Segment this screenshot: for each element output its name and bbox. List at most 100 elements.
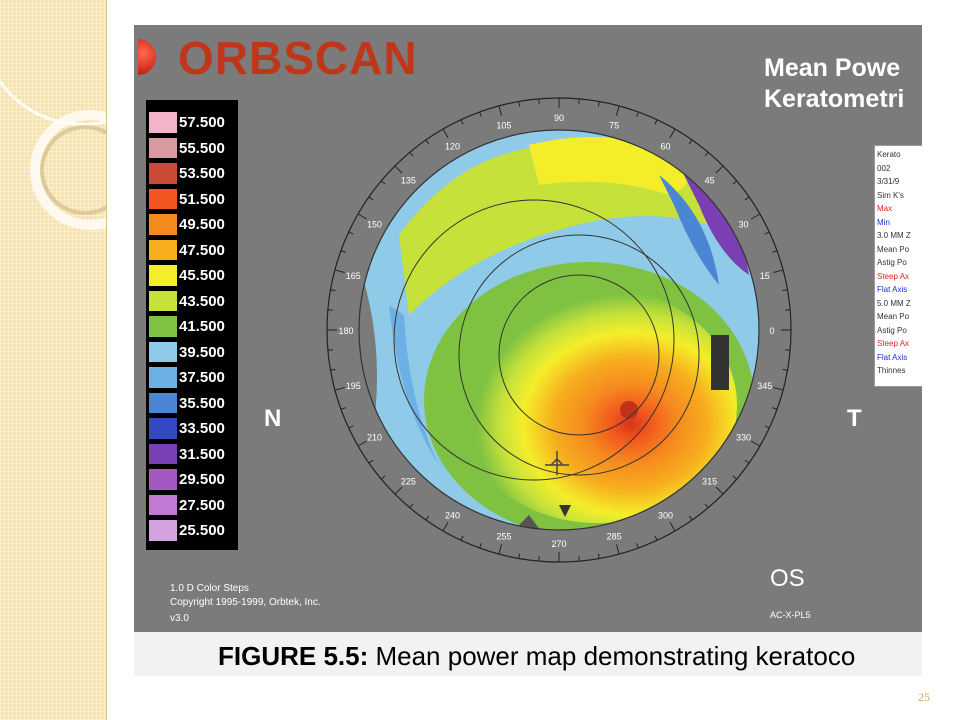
scale-row: 47.500	[146, 239, 238, 260]
side-panel-line: Min	[877, 217, 890, 227]
decorative-ring	[0, 0, 106, 126]
angle-tick	[744, 196, 750, 201]
angle-label: 0	[769, 326, 774, 336]
scale-label: 49.500	[179, 216, 225, 233]
angle-tick	[518, 101, 521, 107]
angle-label: 345	[757, 381, 772, 391]
scale-swatch	[149, 494, 177, 515]
angle-tick	[460, 119, 464, 125]
scale-swatch	[149, 367, 177, 388]
angle-tick	[348, 231, 354, 235]
angle-tick	[460, 535, 464, 541]
angle-tick	[744, 459, 750, 464]
angle-label: 60	[660, 142, 670, 152]
angle-tick	[688, 515, 693, 521]
angle-label: 120	[445, 142, 460, 152]
scale-row: 55.500	[146, 137, 238, 158]
keratometry-side-panel: Kerato 002 3/31/9 Sim K's Max Min 3.0 MM Z Mean…	[874, 145, 922, 387]
angle-tick	[479, 111, 482, 117]
angle-label: 90	[554, 113, 564, 123]
scale-row: 39.500	[146, 341, 238, 362]
angle-tick	[782, 289, 788, 292]
side-panel-line: 3/31/9	[877, 177, 900, 186]
angle-label: 225	[401, 477, 416, 487]
angle-tick	[442, 522, 449, 532]
copyright-note: Copyright 1995-1999, Orbtek, Inc.	[170, 597, 321, 608]
angle-tick	[751, 213, 761, 220]
slide-decoration-strip	[0, 0, 107, 720]
figure-caption: FIGURE 5.5: Mean power map demonstrating…	[134, 632, 922, 676]
scale-swatch	[149, 137, 177, 158]
angle-tick	[669, 128, 676, 138]
scale-swatch	[149, 418, 177, 439]
color-scale-legend: 57.500 55.500 53.500 51.500 49.500 47.500 45.5…	[146, 100, 238, 550]
angle-tick	[357, 213, 367, 220]
angle-tick	[394, 165, 403, 174]
scale-label: 47.500	[179, 241, 225, 259]
scale-row: 57.500	[146, 112, 238, 133]
angle-tick	[654, 535, 658, 541]
side-panel-line: Flat Axis	[877, 285, 908, 294]
angle-tick	[669, 522, 676, 532]
angle-label: 210	[367, 433, 382, 443]
model-code: AC-X-PL5	[770, 610, 811, 620]
scale-row: 43.500	[146, 290, 238, 311]
scale-swatch	[149, 520, 177, 541]
angle-tick	[330, 289, 336, 292]
angle-tick	[772, 250, 778, 253]
side-panel-line: Astig Po	[877, 325, 907, 335]
angle-tick	[425, 139, 430, 145]
version-note: v3.0	[170, 613, 189, 624]
angle-tick	[409, 151, 414, 157]
scale-swatch	[149, 341, 177, 362]
angle-tick	[782, 368, 788, 371]
scale-row: 31.500	[146, 443, 238, 464]
angle-tick	[751, 440, 761, 447]
angle-tick	[518, 553, 521, 559]
scale-label: 51.500	[179, 190, 225, 208]
crosshair-icon	[545, 451, 569, 475]
angle-tick	[715, 165, 724, 174]
angle-tick	[442, 128, 449, 138]
angle-tick	[357, 440, 367, 447]
angle-tick	[479, 543, 482, 549]
scale-label: 53.500	[179, 165, 225, 182]
angle-tick	[394, 486, 403, 495]
angle-label: 285	[607, 532, 622, 542]
angle-tick	[732, 180, 738, 185]
angle-label: 45	[705, 175, 715, 185]
angle-tick	[334, 269, 345, 274]
angle-label: 30	[738, 220, 748, 230]
angle-tick	[334, 386, 345, 391]
angle-tick	[597, 101, 600, 107]
side-panel-line: Steep Ax	[877, 271, 910, 281]
scale-label: 29.500	[179, 471, 225, 488]
scale-label: 31.500	[179, 445, 225, 463]
side-panel-line: Mean Po	[877, 312, 910, 321]
side-panel-line: 002	[877, 163, 891, 173]
scale-swatch	[149, 112, 177, 133]
angle-label: 330	[736, 433, 751, 443]
side-panel-line: Thinnes	[877, 366, 906, 375]
angle-tick	[615, 544, 620, 555]
side-panel-line: Sim K's	[877, 190, 904, 200]
scale-row: 25.500	[146, 520, 238, 541]
side-panel-line: Mean Po	[877, 244, 910, 254]
scale-label: 33.500	[179, 420, 225, 437]
scale-row: 53.500	[146, 163, 238, 184]
corneal-power-map: 105 90 75 120 60 135 45 150 30 165 15 180 0 195 345 210…	[326, 97, 792, 563]
scale-swatch	[149, 163, 177, 184]
marker-triangle-icon	[559, 505, 571, 517]
angle-tick	[498, 105, 503, 116]
angle-tick	[704, 503, 709, 509]
scale-swatch	[149, 443, 177, 464]
page-number: 25	[918, 690, 930, 704]
side-panel-line: Steep Ax	[877, 339, 910, 348]
scale-swatch	[149, 214, 177, 235]
angle-label: 240	[445, 510, 460, 520]
eye-label: OS	[770, 565, 805, 592]
scale-swatch	[149, 469, 177, 490]
angle-tick	[773, 386, 784, 391]
map-title-line-2: Keratometri	[764, 85, 905, 113]
scale-swatch	[149, 239, 177, 260]
